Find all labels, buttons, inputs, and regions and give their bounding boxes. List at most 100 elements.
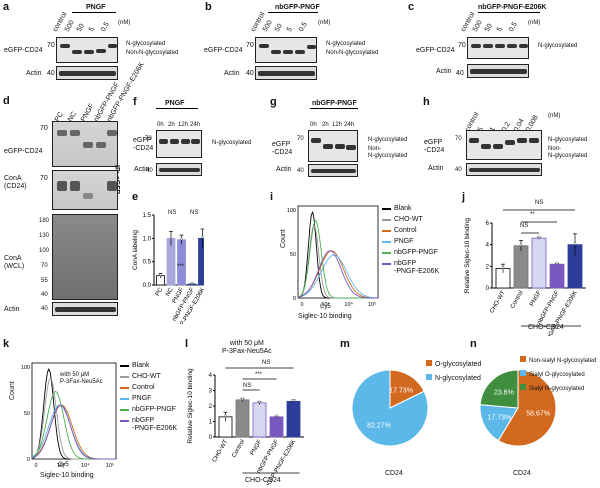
e-ns2: NS — [190, 210, 199, 216]
y-tick-label-4: 4 — [209, 373, 213, 379]
i-xaxis: Cy5 — [320, 304, 331, 310]
chart-j: 0 2 4 6 Relative Siglec-10 binding CHO-WT Cont… — [464, 209, 586, 336]
dot-1 — [241, 397, 244, 401]
row1-g: eGFP -CD24 — [272, 141, 293, 156]
mw1-g: 70 — [297, 136, 304, 142]
x-tick-label-0: 0 — [300, 302, 303, 308]
j-ns-mid: NS — [520, 223, 529, 229]
y-tick-label-1: 50 — [290, 252, 296, 258]
blot-d-actin — [52, 302, 118, 316]
bar-2 — [252, 402, 267, 438]
legend-text: nbGFP-PNGF — [394, 249, 438, 256]
mw-d-1: 70 — [40, 175, 48, 182]
y-tick-label-2: 100 — [21, 365, 30, 371]
legend-item: PNGF — [120, 395, 177, 403]
row2-h: Actin — [428, 165, 444, 172]
ann1-g: N-glycosylated — [368, 137, 408, 143]
panel-label-g: g — [270, 96, 277, 108]
panel-label-c: c — [408, 1, 415, 13]
legend-i: Blank CHO-WT Control PNGF nbGFP-PNGF nbGFP -P… — [382, 205, 439, 279]
lane-f-3: 24h — [190, 122, 201, 128]
x-tick-label-3: 10⁵ — [368, 301, 376, 308]
x-tick-label-3: 10⁵ — [106, 462, 114, 469]
mw1-h: 70 — [455, 136, 462, 142]
legend-item: CHO-WT — [120, 373, 177, 381]
dot-3 — [555, 261, 559, 265]
lane-f-1: 2h — [168, 122, 175, 128]
mw2-h: 40 — [455, 167, 462, 173]
ann2-b: Non-N-glycosylated — [326, 50, 379, 56]
mw2-g: 40 — [297, 168, 304, 174]
blot-b-cd24 — [255, 37, 317, 63]
legend-k: Blank CHO-WT Control PNGF nbGFP-PNGF nbGFP -P… — [120, 362, 177, 436]
lane-c-1: 500 — [471, 19, 484, 33]
y-tick-label-2: 1.0 — [143, 236, 152, 242]
legend-text: Control — [394, 227, 417, 234]
x-tick-label-2: 10⁴ — [344, 301, 353, 308]
pie-label-0: 58.67% — [526, 411, 550, 418]
dot-2 — [258, 400, 261, 404]
y-tick-label-1: 50 — [24, 411, 30, 417]
row2-c: Actin — [436, 68, 452, 75]
mw-d-8: 40 — [41, 306, 48, 312]
y-tick-label-3: 6 — [486, 221, 490, 227]
row1-f: eGFP -CD24 — [133, 137, 154, 152]
y-tick-label-2: 100 — [287, 208, 296, 214]
dot-1 — [169, 235, 173, 239]
i-count-label: Count — [280, 229, 287, 248]
lane-g-1: 2h — [322, 122, 329, 128]
x-tick-label-0: CHO-WT — [212, 439, 230, 464]
y-tick-label-2: 4 — [486, 243, 490, 249]
mw2-f: 40 — [146, 168, 153, 174]
bar-3 — [269, 416, 284, 438]
panel-label-k: k — [3, 338, 10, 350]
mw2-b: 40 — [246, 70, 254, 77]
y-tick-label-1: 1 — [209, 420, 213, 426]
j-stars: ** — [530, 212, 535, 218]
dot-0 — [159, 273, 162, 277]
chart-l: 0 1 2 3 4 Relative Siglec-10 binding CHO-WT Con… — [187, 367, 304, 485]
lane-c-2: 50 — [483, 22, 494, 33]
j-group: CHO-CD24 — [528, 324, 564, 331]
lane-g-3: 24h — [344, 122, 355, 128]
pie-label-1: 17.73% — [487, 414, 511, 421]
pie-slice-0 — [389, 369, 425, 409]
legend-swatch — [382, 208, 391, 210]
panel-label-i: i — [270, 191, 274, 203]
legend-swatch — [120, 398, 129, 400]
row2-g: Actin — [276, 166, 292, 173]
histogram-curve-4 — [297, 219, 378, 299]
ann1-c: N-glycosylated — [538, 43, 578, 49]
legend-n: Non-sialyl N-glycosylated Sialyl O-glyco… — [520, 356, 596, 393]
dot-4 — [201, 235, 204, 239]
lane-g-2: 12h — [332, 122, 343, 128]
legend-text: nbGFP-PNGF — [132, 406, 176, 413]
blot-h-actin — [466, 163, 542, 176]
blot-f-cd24 — [156, 130, 202, 158]
n-legend-0: Non-sialyl N-glycosylated — [529, 358, 597, 364]
y-axis-label: Relative Siglec-10 binding — [464, 218, 471, 294]
pie-label-2: 23.6% — [494, 390, 514, 397]
unit-h: (nM) — [548, 113, 561, 119]
dot-2 — [180, 237, 183, 241]
unit-c: (nM) — [528, 20, 541, 26]
legend-item: nbGFP-PNGF — [120, 406, 177, 414]
panel-label-l: l — [185, 338, 189, 350]
y-tick-label-3: 1.5 — [143, 213, 152, 219]
histogram-curve-0 — [297, 210, 378, 299]
legend-swatch — [382, 219, 391, 221]
row-d-cona-cd24: ConA (CD24) — [4, 175, 27, 190]
m-caption: CD24 — [385, 470, 403, 477]
mw-d-4: 100 — [39, 248, 50, 254]
y-axis-label: ConA labeling — [132, 230, 139, 270]
x-tick-label-1: NC — [165, 286, 175, 297]
ann1-h: N-glycosylated — [548, 137, 588, 143]
x-tick-label-2: PNGF — [529, 290, 543, 308]
pie-slice-1 — [351, 369, 429, 447]
row2-b: Actin — [224, 70, 240, 77]
legend-m: O-glycosylated N-glycosylated — [426, 360, 481, 383]
row-d-cd24: eGFP-CD24 — [4, 148, 43, 155]
m-legend-0: O-glycosylated — [435, 361, 482, 368]
legend-item: nbGFP-PNGF — [382, 249, 439, 257]
legend-item: Blank — [382, 205, 439, 213]
